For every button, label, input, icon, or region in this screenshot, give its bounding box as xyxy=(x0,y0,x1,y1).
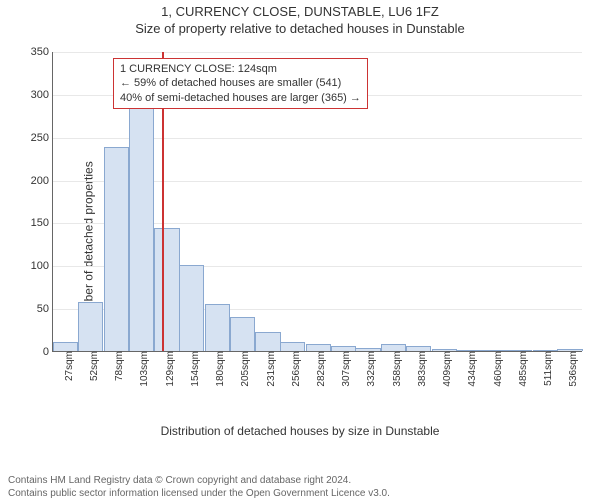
footer-line-1: Contains HM Land Registry data © Crown c… xyxy=(8,474,390,487)
x-tick-label: 180sqm xyxy=(215,351,226,387)
y-tick-label: 300 xyxy=(31,89,53,101)
annotation-box: 1 CURRENCY CLOSE: 124sqm← 59% of detache… xyxy=(113,58,368,109)
x-tick-label: 129sqm xyxy=(165,351,176,387)
page-subtitle: Size of property relative to detached ho… xyxy=(0,21,600,36)
footer-attribution: Contains HM Land Registry data © Crown c… xyxy=(8,474,390,500)
histogram-bar xyxy=(230,317,255,351)
y-tick-label: 350 xyxy=(31,46,53,58)
y-tick-label: 250 xyxy=(31,132,53,144)
x-tick-label: 409sqm xyxy=(442,351,453,387)
x-tick-label: 154sqm xyxy=(190,351,201,387)
y-tick-label: 0 xyxy=(43,346,53,358)
page-title: 1, CURRENCY CLOSE, DUNSTABLE, LU6 1FZ xyxy=(0,4,600,19)
x-tick-label: 78sqm xyxy=(114,351,125,381)
histogram-bar xyxy=(78,302,103,351)
x-tick-label: 231sqm xyxy=(266,351,277,387)
x-tick-label: 358sqm xyxy=(392,351,403,387)
y-tick-label: 100 xyxy=(31,260,53,272)
x-tick-label: 332sqm xyxy=(366,351,377,387)
annotation-line: 40% of semi-detached houses are larger (… xyxy=(120,91,361,105)
histogram-bar xyxy=(381,344,406,351)
x-tick-label: 485sqm xyxy=(518,351,529,387)
histogram-bar xyxy=(255,332,280,351)
histogram-bar xyxy=(205,304,230,351)
x-tick-label: 511sqm xyxy=(543,351,554,386)
chart-container: Number of detached properties 0501001502… xyxy=(0,44,600,444)
histogram-bar xyxy=(53,342,78,351)
x-tick-label: 282sqm xyxy=(316,351,327,387)
x-tick-label: 103sqm xyxy=(139,351,150,387)
gridline xyxy=(53,52,582,53)
histogram-bar xyxy=(306,344,331,351)
y-tick-label: 50 xyxy=(37,303,53,315)
histogram-bar xyxy=(280,342,305,351)
x-tick-label: 434sqm xyxy=(467,351,478,387)
histogram-bar xyxy=(179,265,204,351)
x-tick-label: 52sqm xyxy=(89,351,100,381)
annotation-line: ← 59% of detached houses are smaller (54… xyxy=(120,76,361,90)
x-tick-label: 536sqm xyxy=(568,351,579,387)
y-tick-label: 200 xyxy=(31,175,53,187)
x-tick-label: 307sqm xyxy=(341,351,352,387)
x-tick-label: 205sqm xyxy=(240,351,251,387)
histogram-bar xyxy=(154,228,179,351)
footer-line-2: Contains public sector information licen… xyxy=(8,487,390,500)
histogram-bar xyxy=(104,147,129,351)
x-tick-label: 27sqm xyxy=(64,351,75,381)
x-tick-label: 256sqm xyxy=(291,351,302,387)
x-tick-label: 460sqm xyxy=(493,351,504,387)
y-tick-label: 150 xyxy=(31,217,53,229)
annotation-line: 1 CURRENCY CLOSE: 124sqm xyxy=(120,62,361,76)
x-tick-label: 383sqm xyxy=(417,351,428,387)
histogram-bar xyxy=(129,102,154,351)
x-axis-label: Distribution of detached houses by size … xyxy=(0,424,600,438)
chart-plot-area: 05010015020025030035027sqm52sqm78sqm103s… xyxy=(52,52,582,352)
